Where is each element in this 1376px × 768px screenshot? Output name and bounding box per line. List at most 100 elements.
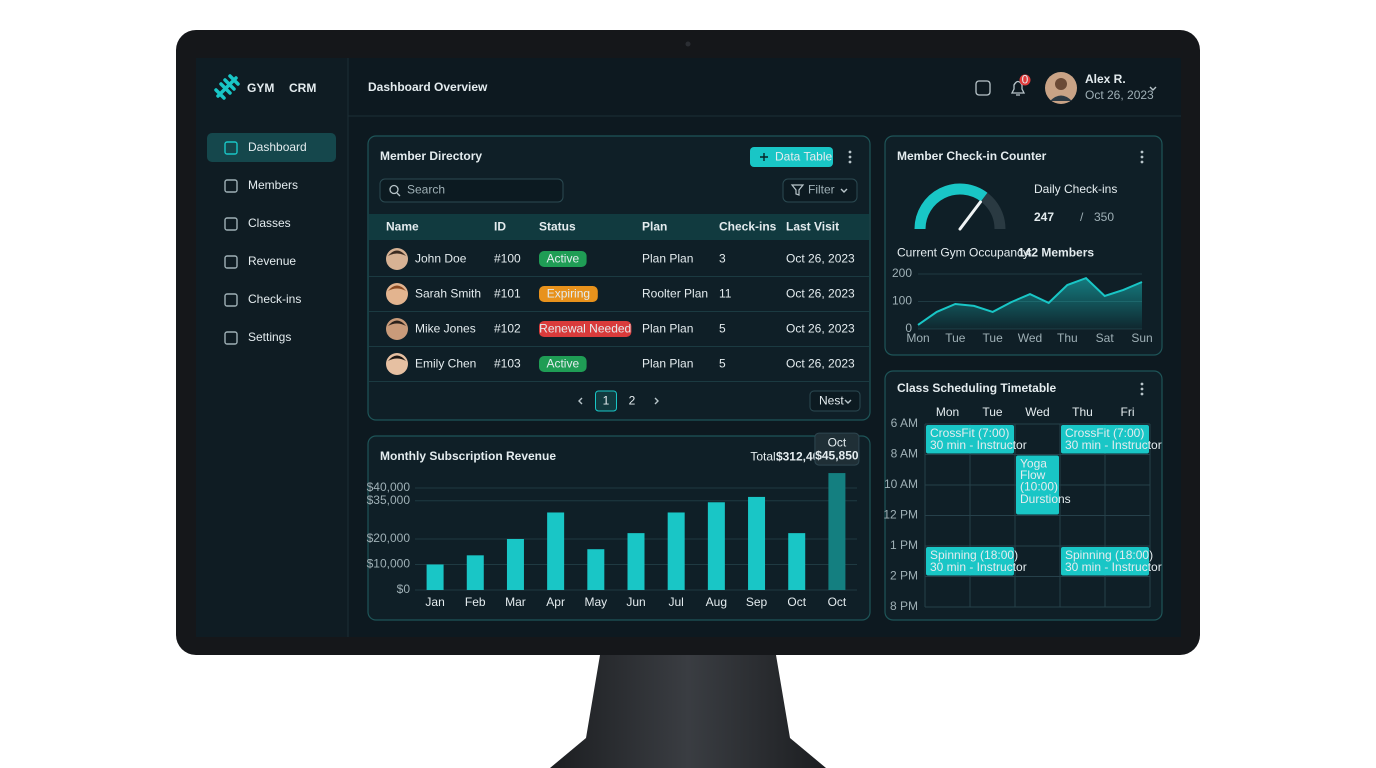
y-tick-label: 100	[892, 294, 912, 308]
nav-icon[interactable]	[224, 217, 238, 231]
page-number[interactable]: 1	[603, 394, 610, 408]
y-tick-label: $20,000	[367, 531, 411, 545]
logo-text: GYM	[247, 81, 274, 95]
class-title[interactable]: CrossFit (7:00)	[1065, 426, 1144, 440]
checkin-max: 350	[1094, 210, 1114, 224]
y-tick-label: $40,000	[367, 480, 411, 494]
nav-item[interactable]: Check-ins	[248, 292, 301, 306]
menu-dot[interactable]	[1140, 392, 1144, 396]
nav-icon[interactable]	[224, 293, 238, 307]
y-tick-label: $10,000	[367, 557, 411, 571]
menu-dot[interactable]	[848, 155, 852, 159]
column-header: ID	[494, 220, 506, 234]
tooltip-category: Oct	[828, 435, 847, 449]
status-pill	[539, 286, 598, 302]
y-tick-label: 200	[892, 266, 912, 280]
nav-icon[interactable]	[224, 141, 238, 155]
cell: Roolter Plan	[642, 287, 708, 301]
cell: Plan Plan	[642, 322, 693, 336]
class-event[interactable]	[1061, 425, 1149, 454]
chevron-icon[interactable]	[1149, 86, 1157, 91]
x-tick-label: Jul	[669, 595, 684, 609]
day-label: Tue	[982, 405, 1003, 419]
button-label[interactable]: Data Table	[775, 150, 832, 164]
plus-icon	[760, 153, 768, 161]
status-label: Active	[546, 357, 579, 371]
monitor-stand	[550, 655, 826, 768]
class-detail[interactable]: 30 min - Instructor	[930, 438, 1027, 452]
nav-item[interactable]: Settings	[248, 330, 291, 344]
nav-item[interactable]: Members	[248, 178, 298, 192]
filter-label[interactable]: Filter	[808, 183, 835, 197]
search-box[interactable]	[379, 178, 564, 203]
class-title[interactable]: Spinning (18:00)	[930, 548, 1018, 562]
cell: Oct 26, 2023	[786, 322, 855, 336]
chevron-icon[interactable]	[840, 188, 848, 193]
search-placeholder[interactable]: Search	[407, 183, 445, 197]
nav-icon[interactable]	[224, 255, 238, 269]
bell-icon[interactable]	[1010, 80, 1026, 96]
class-event[interactable]	[1016, 455, 1059, 515]
nav-item[interactable]: Revenue	[248, 254, 296, 268]
bar	[466, 555, 484, 590]
occupancy-label: Current Gym Occupancy:	[897, 246, 1032, 260]
bar	[707, 502, 725, 590]
area-fill	[918, 278, 1142, 329]
menu-dot[interactable]	[848, 160, 852, 164]
class-title[interactable]: Spinning (18:00)	[1065, 548, 1153, 562]
status-pill	[539, 321, 632, 337]
class-title[interactable]: Yoga Flow (10:00)	[1020, 457, 1058, 494]
day-label: Fri	[1121, 405, 1135, 419]
nav-item[interactable]: Dashboard	[248, 140, 307, 154]
cell: Plan Plan	[642, 357, 693, 371]
search-icon	[389, 184, 399, 195]
menu-dot[interactable]	[1140, 382, 1144, 386]
x-tick-label: May	[584, 595, 607, 609]
bar	[426, 564, 444, 590]
camera	[685, 41, 691, 47]
page-number[interactable]: 2	[629, 394, 636, 408]
page-size-select[interactable]	[809, 390, 861, 412]
menu-dot[interactable]	[848, 150, 852, 154]
menu-dot[interactable]	[1140, 160, 1144, 164]
nav-icon[interactable]	[224, 331, 238, 345]
class-detail[interactable]: 30 min - Instructor	[1065, 438, 1162, 452]
bar	[828, 473, 846, 590]
cell: Mike Jones	[415, 322, 476, 336]
x-tick-label: Aug	[706, 595, 727, 609]
search-icon-handle	[396, 192, 401, 197]
x-tick-label: Mar	[505, 595, 526, 609]
column-header: Name	[386, 220, 419, 234]
nav-item[interactable]: Classes	[248, 216, 291, 230]
class-event[interactable]	[1061, 547, 1149, 576]
x-tick-label: Mon	[906, 331, 929, 345]
bar	[667, 512, 685, 590]
nav-icon[interactable]	[224, 179, 238, 193]
class-detail[interactable]: 30 min - Instructor	[930, 560, 1027, 574]
cell: Oct 26, 2023	[786, 252, 855, 266]
day-label: Wed	[1025, 405, 1049, 419]
chevron-icon[interactable]	[654, 397, 659, 405]
y-tick-label: $0	[397, 582, 411, 596]
user-avatar-head	[1055, 78, 1067, 90]
page-active[interactable]	[595, 390, 617, 412]
menu-dot[interactable]	[1140, 155, 1144, 159]
class-detail[interactable]: Durstions	[1020, 492, 1071, 506]
class-event[interactable]	[926, 547, 1014, 576]
data-table-button[interactable]	[750, 147, 833, 167]
cell: 11	[719, 287, 732, 301]
menu-dot[interactable]	[1140, 387, 1144, 391]
page-size[interactable]: Nest	[819, 394, 844, 408]
member-avatar-hair	[388, 250, 406, 256]
gauge-needle	[958, 200, 982, 231]
menu-dot[interactable]	[1140, 150, 1144, 154]
class-detail[interactable]: 30 min - Instructor	[1065, 560, 1162, 574]
member-avatar-hair	[388, 285, 406, 291]
chevron-icon[interactable]	[844, 399, 852, 404]
area-line	[917, 276, 1143, 326]
column-header: Check-ins	[719, 220, 777, 234]
wallet-icon[interactable]	[975, 80, 991, 96]
class-event[interactable]	[926, 425, 1014, 454]
chevron-icon[interactable]	[578, 397, 583, 405]
class-title[interactable]: CrossFit (7:00)	[930, 426, 1009, 440]
